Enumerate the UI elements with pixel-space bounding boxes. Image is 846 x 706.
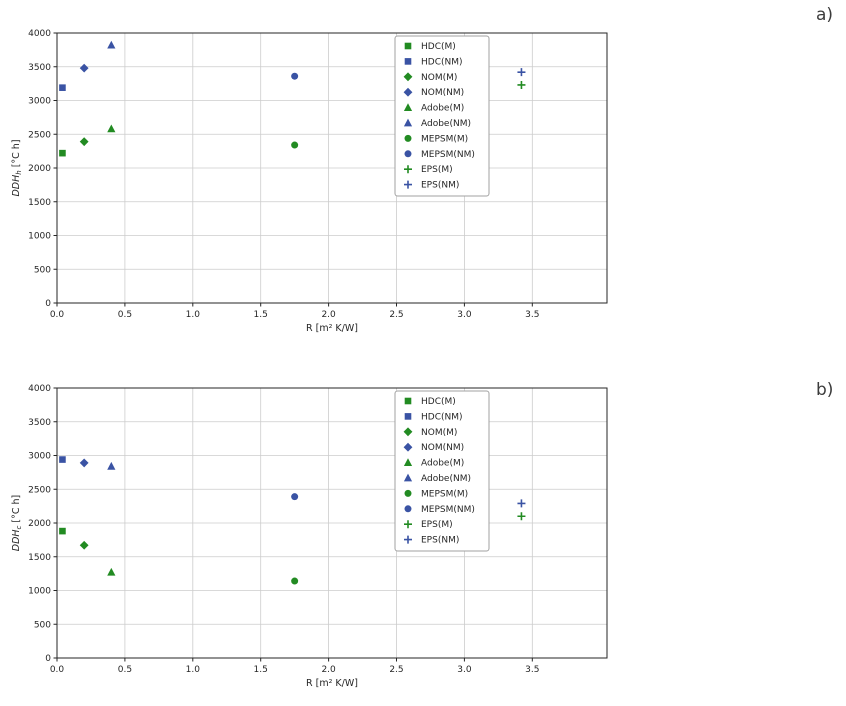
svg-text:HDC(M): HDC(M)	[421, 397, 456, 407]
svg-text:3500: 3500	[28, 63, 51, 73]
panel-label-a: a)	[816, 5, 834, 25]
svg-text:0: 0	[45, 654, 51, 664]
svg-text:2.5: 2.5	[389, 665, 403, 675]
svg-text:2000: 2000	[28, 519, 51, 529]
svg-text:3500: 3500	[28, 418, 51, 428]
svg-text:0.0: 0.0	[50, 665, 65, 675]
svg-text:DDHc [°C h]: DDHc [°C h]	[11, 495, 23, 552]
svg-text:HDC(NM): HDC(NM)	[421, 412, 463, 422]
svg-text:NOM(NM): NOM(NM)	[421, 88, 464, 98]
svg-text:1.5: 1.5	[254, 310, 268, 320]
svg-text:3.0: 3.0	[457, 310, 472, 320]
svg-text:0: 0	[45, 299, 51, 309]
svg-text:HDC(M): HDC(M)	[421, 42, 456, 52]
svg-text:EPS(NM): EPS(NM)	[421, 181, 459, 191]
svg-text:R [m² K/W]: R [m² K/W]	[306, 678, 358, 689]
svg-text:1000: 1000	[28, 232, 51, 242]
svg-text:NOM(NM): NOM(NM)	[421, 443, 464, 453]
svg-text:1500: 1500	[28, 553, 51, 563]
panel-label-b: b)	[816, 380, 834, 400]
svg-text:1500: 1500	[28, 198, 51, 208]
svg-text:500: 500	[34, 265, 51, 275]
svg-text:R [m² K/W]: R [m² K/W]	[306, 323, 358, 334]
svg-text:0.5: 0.5	[118, 310, 132, 320]
svg-text:Adobe(NM): Adobe(NM)	[421, 474, 471, 484]
svg-text:0.5: 0.5	[118, 665, 132, 675]
svg-text:MEPSM(M): MEPSM(M)	[421, 134, 468, 144]
svg-text:4000: 4000	[28, 29, 51, 39]
svg-text:2500: 2500	[28, 130, 51, 140]
svg-text:3.5: 3.5	[525, 310, 539, 320]
svg-text:3000: 3000	[28, 97, 51, 107]
svg-text:EPS(M): EPS(M)	[421, 520, 453, 530]
svg-text:3.5: 3.5	[525, 665, 539, 675]
svg-text:0.0: 0.0	[50, 310, 65, 320]
svg-text:NOM(M): NOM(M)	[421, 428, 457, 438]
svg-text:MEPSM(M): MEPSM(M)	[421, 489, 468, 499]
svg-text:3000: 3000	[28, 452, 51, 462]
svg-text:2.5: 2.5	[389, 310, 403, 320]
svg-text:Adobe(NM): Adobe(NM)	[421, 119, 471, 129]
svg-text:Adobe(M): Adobe(M)	[421, 459, 464, 469]
svg-text:4000: 4000	[28, 384, 51, 394]
svg-text:3.0: 3.0	[457, 665, 472, 675]
svg-text:1.0: 1.0	[186, 665, 201, 675]
svg-text:DDHh [°C h]: DDHh [°C h]	[11, 139, 23, 196]
svg-text:EPS(NM): EPS(NM)	[421, 536, 459, 546]
svg-text:500: 500	[34, 620, 51, 630]
svg-text:1.0: 1.0	[186, 310, 201, 320]
scatter-chart-a: 0.0 0.5 1.0 1.5 2.0 2.5 3.0 3.5 0 500 1000 1500 2000…	[11, 29, 608, 334]
svg-text:NOM(M): NOM(M)	[421, 73, 457, 83]
svg-text:2000: 2000	[28, 164, 51, 174]
svg-text:MEPSM(NM): MEPSM(NM)	[421, 505, 475, 515]
svg-text:1.5: 1.5	[254, 665, 268, 675]
svg-text:HDC(NM): HDC(NM)	[421, 57, 463, 67]
svg-text:Adobe(M): Adobe(M)	[421, 104, 464, 114]
svg-text:1000: 1000	[28, 587, 51, 597]
scatter-chart-b: 0.0 0.5 1.0 1.5 2.0 2.5 3.0 3.5 0 500 1000 1500 2000…	[11, 384, 608, 689]
svg-text:2500: 2500	[28, 485, 51, 495]
svg-text:EPS(M): EPS(M)	[421, 165, 453, 175]
svg-text:MEPSM(NM): MEPSM(NM)	[421, 150, 475, 160]
svg-text:2.0: 2.0	[321, 310, 336, 320]
svg-text:2.0: 2.0	[321, 665, 336, 675]
